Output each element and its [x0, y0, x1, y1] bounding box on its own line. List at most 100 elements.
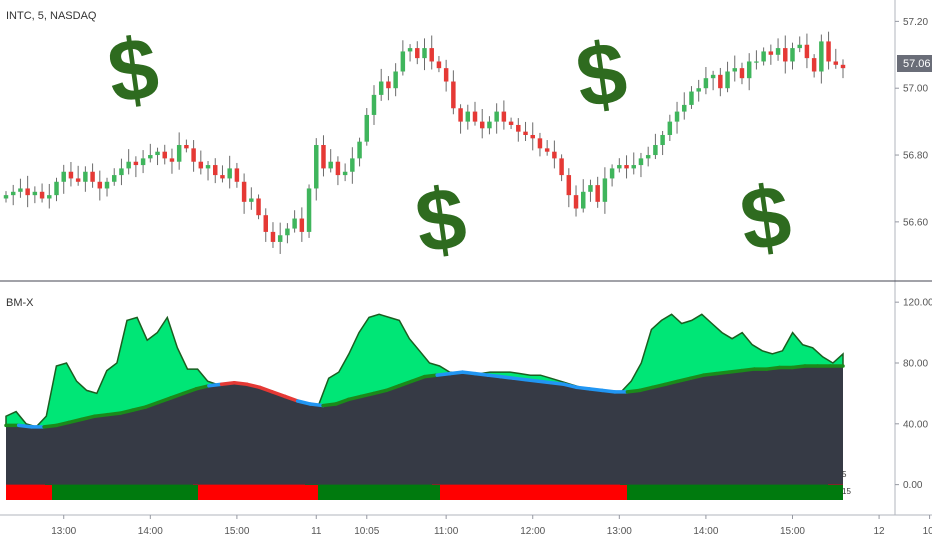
candle-body — [148, 155, 153, 159]
candle-body — [458, 108, 463, 122]
signal-strip-lower — [52, 485, 198, 500]
candle-body — [645, 155, 651, 159]
signal-strip-lower — [318, 485, 440, 500]
candle-body — [140, 158, 146, 166]
candle-body — [667, 121, 673, 135]
candle-body — [393, 71, 398, 89]
candle-body — [523, 131, 528, 135]
candle-body — [263, 215, 268, 232]
baseline-segment — [536, 379, 554, 385]
last-price-label: 57.06 — [903, 58, 931, 70]
baseline-segment — [283, 394, 300, 403]
baseline-segment — [346, 394, 363, 402]
candle-body — [537, 138, 543, 149]
baseline-segment — [207, 382, 224, 388]
price-axis-ticks: 56.60 56.80 57.00 57.20 — [895, 17, 928, 228]
baseline-segment — [676, 376, 693, 383]
baseline-segment — [181, 387, 198, 396]
baseline-area — [6, 366, 843, 485]
candle-body — [840, 64, 846, 69]
candle-body — [783, 48, 788, 62]
candle-body — [725, 71, 730, 89]
candle-body — [169, 158, 175, 162]
candle-body — [205, 165, 211, 169]
indicator-axis-ticks: 0.00 40.00 80.00 120.00 — [895, 298, 932, 491]
candle-body — [364, 114, 370, 142]
candle-body — [516, 124, 521, 132]
price-tick-label: 56.80 — [903, 151, 928, 162]
candle-body — [155, 151, 160, 156]
candle-body — [54, 181, 59, 196]
candle-body — [754, 61, 759, 63]
candle-body — [552, 151, 557, 159]
candle-body — [75, 178, 81, 182]
candle-body — [18, 188, 23, 192]
baseline-segment — [359, 391, 376, 399]
time-tick-label: 14:00 — [138, 526, 163, 537]
candle-body — [386, 81, 391, 89]
candle-body — [68, 171, 74, 179]
candle-body — [768, 51, 774, 55]
time-tick-label: 10: — [923, 526, 932, 537]
candle-body — [176, 145, 182, 162]
candle-body — [111, 175, 117, 182]
candle-body — [501, 111, 507, 122]
candle-body — [350, 158, 355, 172]
baseline-segment — [549, 381, 566, 387]
baseline-segment — [625, 388, 642, 394]
baseline-segment — [448, 370, 465, 376]
candle-body — [739, 68, 745, 79]
baseline-segment — [562, 382, 579, 390]
candle-body — [710, 74, 716, 79]
indicator-area — [4, 313, 845, 485]
candle-body — [249, 198, 254, 202]
baseline-segment — [435, 371, 452, 377]
candle-body — [689, 91, 694, 105]
dollar-sign-3: $ — [570, 22, 632, 127]
candle-body — [479, 121, 485, 129]
candle-body — [696, 88, 701, 92]
baseline-segment — [397, 379, 414, 388]
candle-body — [465, 111, 471, 122]
baseline-segment — [245, 382, 262, 390]
candle-body — [314, 145, 319, 189]
dollar-sign-4: $ — [734, 165, 796, 270]
signal-strip-lower — [198, 485, 318, 500]
candle-body — [407, 48, 413, 52]
candle-body — [566, 175, 572, 196]
baseline-segment — [574, 385, 592, 391]
candle-body — [119, 168, 124, 176]
candle-body — [775, 48, 781, 55]
baseline-segment — [321, 402, 338, 408]
candle-body — [624, 165, 629, 169]
candle-body — [292, 218, 297, 229]
time-tick-label: 14:00 — [693, 526, 718, 537]
candle-body — [429, 48, 434, 62]
baseline-segment — [16, 423, 34, 429]
baseline-segment — [460, 370, 477, 376]
candle-body — [732, 68, 738, 72]
candle-body — [220, 175, 225, 179]
price-tick-label: 57.20 — [903, 17, 928, 28]
dollar-decorations: $ $ $ $ — [102, 17, 797, 272]
candle-body — [25, 188, 30, 196]
baseline-segment — [156, 396, 173, 405]
indicator-tick-label: 120.00 — [903, 298, 932, 309]
candle-body — [653, 145, 658, 156]
baseline-segment — [651, 382, 668, 390]
candle-body — [83, 171, 88, 182]
candle-body — [602, 178, 608, 202]
candle-body — [234, 168, 240, 182]
time-tick-label: 10:05 — [354, 526, 379, 537]
baseline-segment — [105, 411, 122, 417]
candle-body — [400, 51, 406, 72]
candle-body — [277, 235, 283, 242]
price-tick-label: 57.00 — [903, 84, 928, 95]
baseline-segment — [511, 376, 528, 382]
time-tick-label: 12 — [874, 526, 886, 537]
price-candles — [3, 31, 846, 254]
baseline-segment — [714, 370, 731, 376]
candle-body — [328, 161, 333, 169]
baseline-segment — [194, 384, 211, 391]
baseline-segment — [587, 387, 604, 393]
